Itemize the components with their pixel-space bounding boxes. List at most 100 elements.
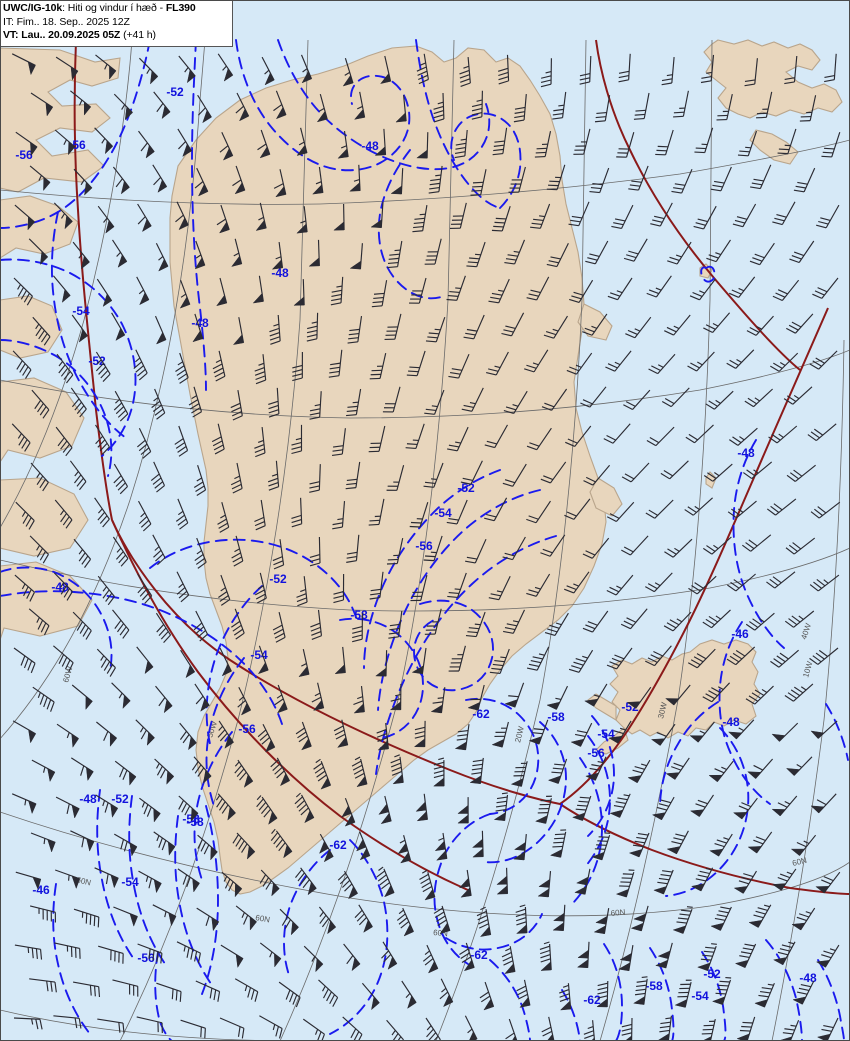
- wind-barb: [113, 906, 138, 927]
- wind-barb: [657, 1015, 672, 1041]
- wind-barb: [257, 723, 276, 753]
- wind-barb: [368, 425, 386, 453]
- isotherm-label: -48: [722, 715, 740, 729]
- landmass-ellesmere: [0, 47, 121, 193]
- wind-barb: [386, 537, 404, 565]
- wind-barb: [689, 278, 716, 301]
- wind-barb: [689, 794, 714, 817]
- wind-barb: [53, 202, 73, 230]
- wind-barb: [111, 682, 131, 710]
- wind-barb: [272, 539, 285, 570]
- wind-barb: [369, 352, 387, 380]
- wind-barb: [582, 610, 609, 633]
- wind-barb: [259, 942, 282, 968]
- wind-barb: [580, 386, 607, 408]
- wind-barb: [621, 462, 650, 483]
- wind-barb: [155, 242, 169, 272]
- wind-barb: [193, 465, 207, 496]
- wind-barb: [748, 904, 772, 928]
- wind-barb: [114, 833, 138, 857]
- wind-barb: [672, 906, 693, 934]
- wind-barb: [95, 794, 118, 818]
- wind-barb: [465, 538, 487, 564]
- meridian-30w: [435, 39, 587, 1041]
- wind-barb: [215, 793, 236, 821]
- wind-barb: [70, 90, 92, 116]
- wind-barb: [448, 353, 470, 379]
- wind-barb: [29, 165, 51, 192]
- wind-barb: [295, 867, 317, 896]
- wind-barb: [188, 386, 203, 418]
- wind-barb: [387, 240, 403, 269]
- isotherm-label: -62: [583, 993, 601, 1007]
- wind-barb: [341, 797, 356, 827]
- fir-boundary-layer: [73, 39, 850, 895]
- landmass-greenland-east-detail2: [589, 477, 623, 517]
- meridian-10w: [771, 339, 845, 1041]
- wind-barb: [291, 424, 303, 455]
- graticule-label: 60N: [610, 907, 626, 918]
- wind-barb: [217, 502, 230, 533]
- wind-barb: [302, 1018, 325, 1041]
- wind-barb: [219, 131, 234, 161]
- wind-barb: [496, 867, 508, 895]
- wind-barb: [12, 720, 36, 744]
- wind-barb: [28, 608, 50, 636]
- isotherm-line: [415, 39, 501, 209]
- wind-barb: [447, 572, 467, 598]
- isotherm-line: [363, 469, 501, 669]
- wind-barb: [633, 92, 650, 120]
- wind-barb: [234, 978, 259, 1002]
- wind-barb: [333, 203, 345, 231]
- wind-barb: [380, 55, 392, 85]
- wind-barb: [113, 463, 129, 495]
- wind-barb: [156, 982, 182, 1002]
- wind-barb: [459, 57, 471, 87]
- wind-barb: [152, 534, 166, 566]
- wind-barb: [565, 425, 592, 447]
- wind-barb: [546, 685, 569, 710]
- wind-barb: [448, 645, 466, 672]
- isotherm-label: -56: [415, 539, 433, 553]
- wind-barb: [708, 760, 734, 782]
- wind-barb: [772, 941, 796, 966]
- wind-barb: [596, 980, 609, 1008]
- wind-barb: [484, 497, 508, 522]
- fir-boundary-line: [595, 39, 801, 371]
- wind-barb: [689, 721, 715, 743]
- wind-barb: [454, 129, 468, 159]
- landmass-greenland-east-detail: [577, 303, 613, 341]
- wind-barb: [94, 497, 110, 528]
- wind-barb: [333, 573, 345, 604]
- wind-barb: [112, 536, 129, 567]
- wind-barb: [232, 832, 256, 860]
- wind-barb: [566, 352, 593, 375]
- wind-barb: [544, 612, 569, 637]
- wind-barb: [493, 792, 509, 822]
- isotherm-label: -58: [547, 710, 565, 724]
- wind-barb: [254, 427, 266, 458]
- wind-barb: [294, 792, 315, 824]
- isotherm-line: [659, 701, 719, 809]
- isotherm-line: [483, 721, 567, 864]
- isotherm-line: [329, 839, 389, 1035]
- wind-barb: [543, 315, 568, 339]
- wind-barb: [112, 979, 139, 997]
- wind-barb: [503, 609, 526, 634]
- wind-barb: [368, 498, 385, 526]
- wind-barb: [732, 797, 758, 820]
- wind-barb: [784, 55, 798, 85]
- wind-barb: [32, 686, 55, 712]
- wind-barb: [439, 978, 454, 1008]
- issue-time-label: IT: Fim.. 18. Sep.. 2025 12Z: [3, 15, 130, 28]
- wind-barb: [810, 793, 837, 814]
- wind-barb: [152, 904, 177, 927]
- wind-barb-layer: [11, 53, 841, 1041]
- wind-barb: [515, 904, 528, 934]
- wind-barb: [809, 350, 838, 370]
- wind-barb: [310, 609, 323, 640]
- wind-barb: [153, 91, 171, 120]
- wind-barb: [303, 945, 324, 973]
- isotherm-label: -46: [731, 627, 749, 641]
- fir-boundary-line: [73, 39, 113, 521]
